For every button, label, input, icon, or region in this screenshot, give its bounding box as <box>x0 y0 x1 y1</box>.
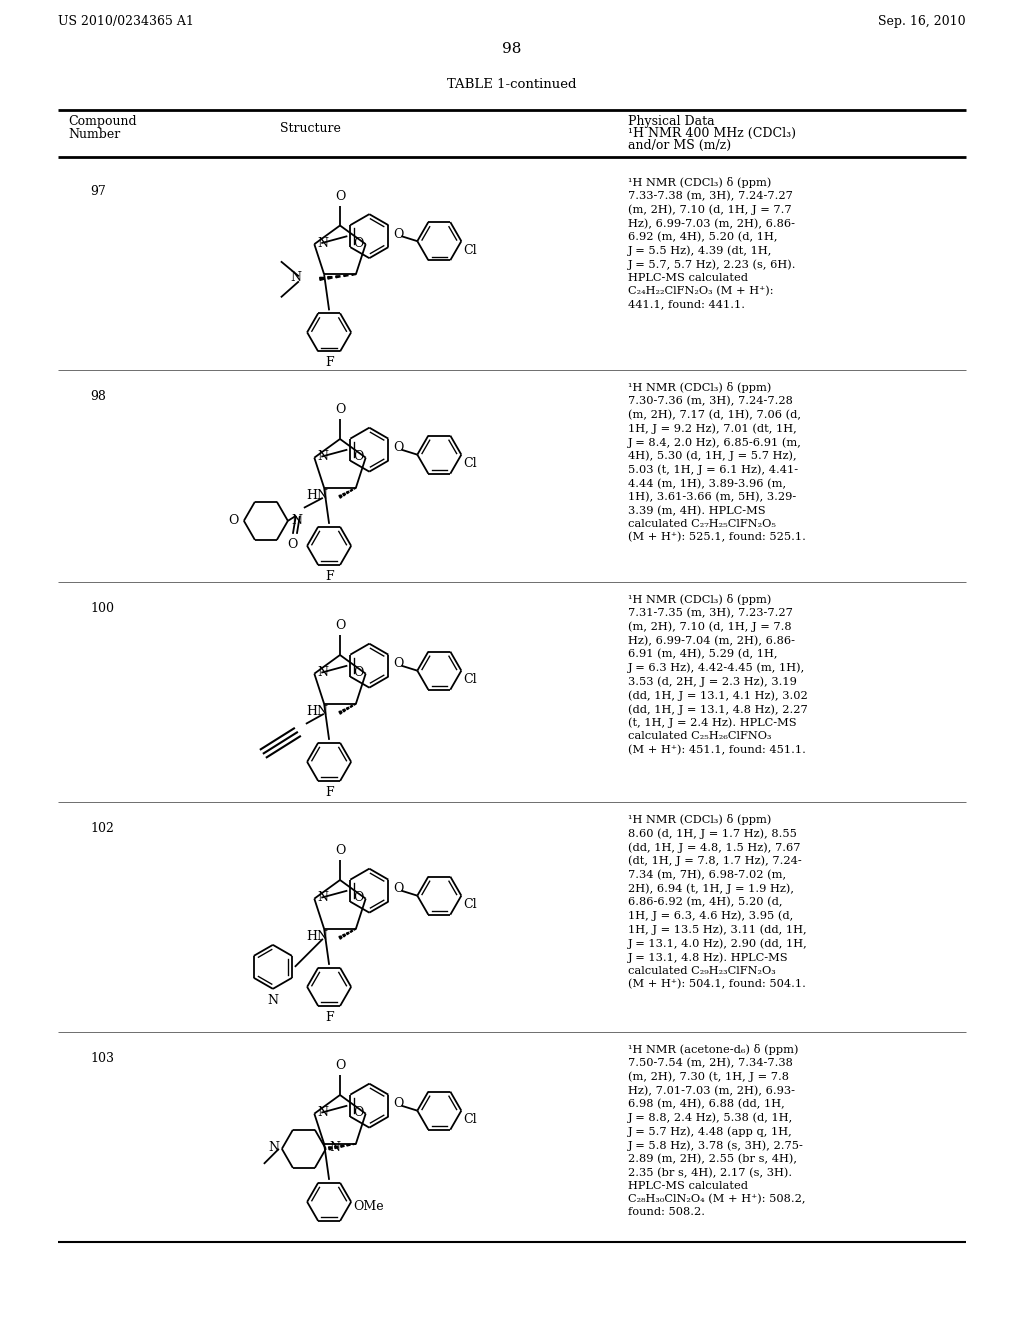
Text: O: O <box>393 657 403 671</box>
Text: ¹H NMR 400 MHz (CDCl₃): ¹H NMR 400 MHz (CDCl₃) <box>628 127 796 140</box>
Polygon shape <box>343 494 345 496</box>
Text: O: O <box>335 403 345 416</box>
Text: O: O <box>335 619 345 632</box>
Text: 100: 100 <box>90 602 114 615</box>
Polygon shape <box>335 1146 338 1148</box>
Polygon shape <box>354 929 356 931</box>
Text: 103: 103 <box>90 1052 114 1065</box>
Polygon shape <box>339 711 342 714</box>
Polygon shape <box>350 490 352 491</box>
Text: US 2010/0234365 A1: US 2010/0234365 A1 <box>58 15 194 28</box>
Polygon shape <box>341 1146 344 1147</box>
Text: HN: HN <box>306 705 328 718</box>
Text: O: O <box>335 843 345 857</box>
Text: O: O <box>335 190 345 202</box>
Polygon shape <box>354 487 356 490</box>
Text: N: N <box>291 515 302 528</box>
Polygon shape <box>336 276 340 277</box>
Text: N: N <box>268 1142 279 1155</box>
Polygon shape <box>350 931 352 932</box>
Text: O: O <box>335 1059 345 1072</box>
Text: N: N <box>317 667 329 680</box>
Polygon shape <box>343 935 345 937</box>
Text: F: F <box>325 570 334 583</box>
Text: Cl: Cl <box>463 898 477 911</box>
Text: Cl: Cl <box>463 457 477 470</box>
Text: Compound: Compound <box>68 115 136 128</box>
Text: O: O <box>353 667 364 680</box>
Polygon shape <box>339 936 342 939</box>
Text: O: O <box>393 441 403 454</box>
Text: ¹H NMR (CDCl₃) δ (ppm)
7.31-7.35 (m, 3H), 7.23-7.27
(m, 2H), 7.10 (d, 1H, J = 7.: ¹H NMR (CDCl₃) δ (ppm) 7.31-7.35 (m, 3H)… <box>628 594 808 755</box>
Text: O: O <box>353 891 364 904</box>
Polygon shape <box>328 277 332 279</box>
Polygon shape <box>339 495 342 498</box>
Text: F: F <box>325 356 334 370</box>
Polygon shape <box>346 932 349 935</box>
Text: O: O <box>393 882 403 895</box>
Text: HN: HN <box>306 490 328 503</box>
Text: Cl: Cl <box>463 244 477 256</box>
Text: Cl: Cl <box>463 673 477 686</box>
Text: ¹H NMR (acetone-d₆) δ (ppm)
7.50-7.54 (m, 2H), 7.34-7.38
(m, 2H), 7.30 (t, 1H, J: ¹H NMR (acetone-d₆) δ (ppm) 7.50-7.54 (m… <box>628 1044 806 1217</box>
Text: N: N <box>317 450 329 463</box>
Text: O: O <box>228 515 239 528</box>
Polygon shape <box>347 1144 350 1146</box>
Text: TABLE 1-continued: TABLE 1-continued <box>447 78 577 91</box>
Text: N: N <box>317 236 329 249</box>
Text: 97: 97 <box>90 185 105 198</box>
Text: F: F <box>325 1011 334 1024</box>
Text: N: N <box>290 271 301 284</box>
Text: ¹H NMR (CDCl₃) δ (ppm)
8.60 (d, 1H, J = 1.7 Hz), 8.55
(dd, 1H, J = 4.8, 1.5 Hz),: ¹H NMR (CDCl₃) δ (ppm) 8.60 (d, 1H, J = … <box>628 814 808 989</box>
Polygon shape <box>343 709 345 711</box>
Text: ¹H NMR (CDCl₃) δ (ppm)
7.30-7.36 (m, 3H), 7.24-7.28
(m, 2H), 7.17 (d, 1H), 7.06 : ¹H NMR (CDCl₃) δ (ppm) 7.30-7.36 (m, 3H)… <box>628 381 806 543</box>
Text: N: N <box>267 994 279 1007</box>
Text: Structure: Structure <box>280 121 340 135</box>
Text: O: O <box>393 1097 403 1110</box>
Text: Number: Number <box>68 128 120 141</box>
Text: Cl: Cl <box>463 1113 477 1126</box>
Text: O: O <box>353 1106 364 1119</box>
Text: O: O <box>393 227 403 240</box>
Text: and/or MS (m/z): and/or MS (m/z) <box>628 139 731 152</box>
Text: N: N <box>329 1142 340 1155</box>
Text: 98: 98 <box>90 389 105 403</box>
Polygon shape <box>350 705 352 708</box>
Text: O: O <box>353 236 364 249</box>
Text: F: F <box>325 785 334 799</box>
Text: O: O <box>288 537 298 550</box>
Text: N: N <box>317 1106 329 1119</box>
Polygon shape <box>329 1147 332 1150</box>
Text: Physical Data: Physical Data <box>628 115 715 128</box>
Text: N: N <box>317 891 329 904</box>
Polygon shape <box>346 708 349 710</box>
Text: Sep. 16, 2010: Sep. 16, 2010 <box>879 15 966 28</box>
Text: 102: 102 <box>90 822 114 836</box>
Polygon shape <box>346 491 349 494</box>
Text: HN: HN <box>306 931 328 944</box>
Polygon shape <box>344 275 348 276</box>
Text: O: O <box>353 450 364 463</box>
Text: 98: 98 <box>503 42 521 55</box>
Text: ¹H NMR (CDCl₃) δ (ppm)
7.33-7.38 (m, 3H), 7.24-7.27
(m, 2H), 7.10 (d, 1H, J = 7.: ¹H NMR (CDCl₃) δ (ppm) 7.33-7.38 (m, 3H)… <box>628 177 797 310</box>
Polygon shape <box>319 277 324 280</box>
Polygon shape <box>354 704 356 705</box>
Text: OMe: OMe <box>353 1200 384 1213</box>
